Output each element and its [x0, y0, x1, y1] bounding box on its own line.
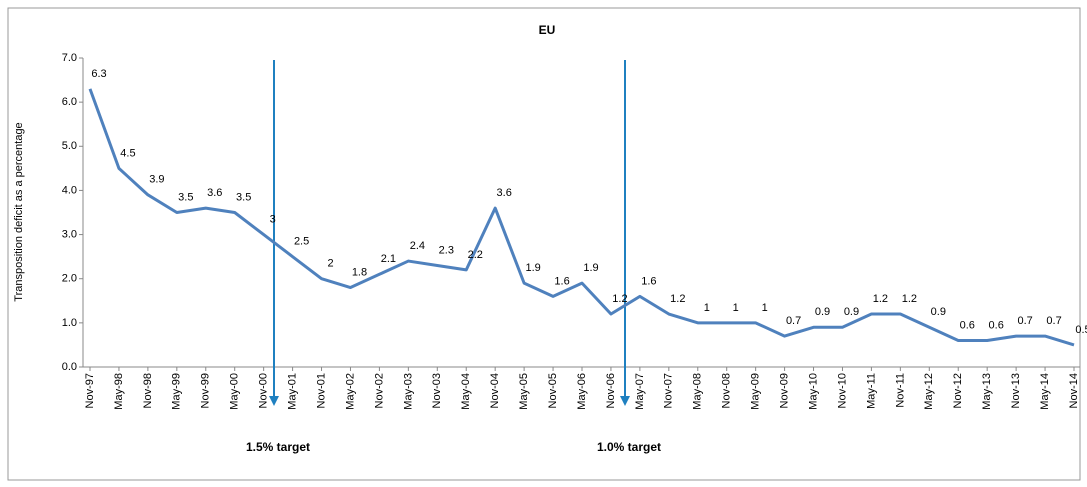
- data-label: 1.9: [583, 262, 598, 274]
- x-tick-label: Nov-14: [1068, 373, 1080, 408]
- data-label: 0.7: [1017, 315, 1032, 327]
- y-axis-label: Transposition deficit as a percentage: [13, 122, 25, 301]
- x-tick-label: Nov-02: [373, 373, 385, 408]
- x-tick-label: Nov-97: [84, 373, 96, 408]
- data-label: 1: [733, 302, 739, 314]
- x-tick-label: Nov-09: [778, 373, 790, 408]
- data-label: 1: [704, 302, 710, 314]
- data-label: 2.1: [381, 253, 396, 265]
- x-tick-label: May-05: [518, 373, 530, 410]
- x-tick-label: May-03: [402, 373, 414, 410]
- x-tick-label: May-04: [460, 373, 472, 410]
- data-label: 4.5: [120, 147, 135, 159]
- x-tick-label: Nov-00: [258, 373, 270, 408]
- data-label: 0.7: [786, 315, 801, 327]
- data-label: 1.2: [873, 293, 888, 305]
- x-tick-label: Nov-98: [142, 373, 154, 408]
- x-tick-label: May-98: [113, 373, 125, 410]
- data-label: 2.4: [410, 240, 425, 252]
- data-label: 3.6: [497, 187, 512, 199]
- x-tick-label: May-01: [286, 373, 298, 410]
- x-tick-label: Nov-08: [721, 373, 733, 408]
- x-tick-label: Nov-03: [431, 373, 443, 408]
- y-tick-label: 6.0: [62, 96, 77, 108]
- x-tick-label: Nov-99: [200, 373, 212, 408]
- data-label: 2: [327, 258, 333, 270]
- data-label: 6.3: [91, 68, 106, 80]
- y-tick-label: 3.0: [62, 228, 77, 240]
- x-tick-label: Nov-10: [836, 373, 848, 408]
- data-label: 3.5: [178, 191, 193, 203]
- data-label: 0.7: [1046, 315, 1061, 327]
- target-arrowhead: [620, 396, 630, 406]
- y-tick-label: 0.0: [62, 361, 77, 373]
- data-label: 0.9: [844, 306, 859, 318]
- data-label: 0.6: [989, 319, 1004, 331]
- x-tick-label: Nov-12: [952, 373, 964, 408]
- data-label: 0.9: [815, 306, 830, 318]
- data-label: 2.3: [439, 244, 454, 256]
- data-label: 0.6: [960, 319, 975, 331]
- annotation: 1.0% target: [597, 440, 661, 454]
- x-tick-label: Nov-01: [315, 373, 327, 408]
- x-tick-label: Nov-13: [1010, 373, 1022, 408]
- target-arrowhead: [269, 396, 279, 406]
- annotation: 1.5% target: [246, 440, 310, 454]
- chart-title: EU: [539, 23, 556, 37]
- chart-border: [7, 7, 1081, 481]
- data-label: 1.2: [670, 293, 685, 305]
- data-label: 1.2: [612, 293, 627, 305]
- data-label: 1.6: [554, 275, 569, 287]
- x-tick-label: May-06: [576, 373, 588, 410]
- x-tick-label: May-99: [171, 373, 183, 410]
- x-tick-label: May-12: [923, 373, 935, 410]
- y-tick-label: 2.0: [62, 273, 77, 285]
- y-tick-label: 1.0: [62, 317, 77, 329]
- data-label: 3.6: [207, 187, 222, 199]
- y-tick-label: 4.0: [62, 184, 77, 196]
- x-tick-label: May-02: [344, 373, 356, 410]
- x-tick-label: Nov-11: [894, 373, 906, 408]
- data-label: 1.6: [641, 275, 656, 287]
- x-tick-label: May-07: [634, 373, 646, 410]
- x-tick-label: May-00: [229, 373, 241, 410]
- x-tick-label: May-14: [1039, 373, 1051, 410]
- data-label: 3.5: [236, 191, 251, 203]
- x-tick-label: Nov-07: [663, 373, 675, 408]
- x-tick-label: May-09: [750, 373, 762, 410]
- x-tick-label: Nov-06: [605, 373, 617, 408]
- y-tick-label: 7.0: [62, 52, 77, 64]
- x-tick-label: May-08: [692, 373, 704, 410]
- data-label: 0.9: [931, 306, 946, 318]
- data-label: 3.9: [149, 174, 164, 186]
- line: [88, 88, 1075, 347]
- data-label: 1.2: [902, 293, 917, 305]
- data-label: 1: [762, 302, 768, 314]
- data-label: 2.5: [294, 236, 309, 248]
- data-label: 3: [270, 213, 276, 225]
- x-tick-label: Nov-05: [547, 373, 559, 408]
- x-tick-label: May-10: [807, 373, 819, 410]
- data-label: 1.8: [352, 266, 367, 278]
- x-tick-label: May-11: [865, 373, 877, 409]
- x-tick-label: May-13: [981, 373, 993, 410]
- y-tick-label: 5.0: [62, 140, 77, 152]
- data-label: 0.5: [1075, 324, 1087, 336]
- x-tick-label: Nov-04: [489, 373, 501, 408]
- data-label: 1.9: [525, 262, 540, 274]
- data-label: 2.2: [468, 249, 483, 261]
